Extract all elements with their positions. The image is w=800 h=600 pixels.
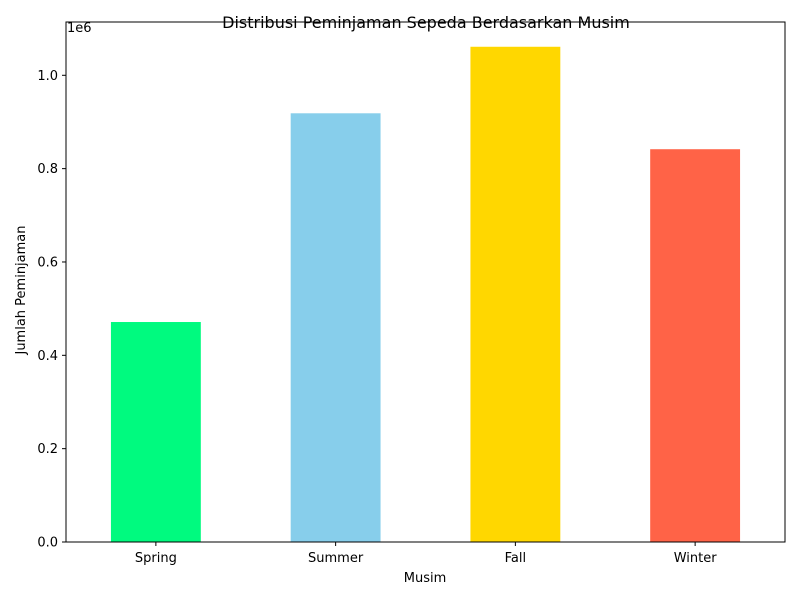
x-tick-label: Summer (308, 551, 364, 566)
x-tick-label: Fall (505, 551, 526, 566)
y-tick-label: 0.2 (37, 442, 58, 457)
y-axis-offset-label: 1e6 (67, 21, 92, 36)
x-axis-ticks: Spring Summer Fall Winter (135, 542, 717, 566)
plot-area-frame (65, 21, 786, 543)
y-tick-label: 0.8 (37, 162, 58, 177)
y-tick-label: 1.0 (37, 69, 58, 84)
bars-group (110, 46, 741, 543)
y-tick-label: 0.0 (37, 536, 58, 551)
y-axis-label: Jumlah Peminjaman (14, 225, 29, 355)
bar-fall (470, 46, 561, 542)
bar-winter (650, 149, 741, 542)
y-axis-ticks: 0.0 0.2 0.4 0.6 0.8 1.0 (37, 69, 66, 551)
y-tick-label: 0.4 (37, 349, 58, 364)
x-axis-label: Musim (404, 571, 447, 586)
bar-summer (290, 113, 381, 543)
x-tick-label: Spring (135, 551, 177, 566)
bar-spring (110, 322, 201, 542)
y-tick-label: 0.6 (37, 255, 58, 270)
x-tick-label: Winter (674, 551, 718, 566)
